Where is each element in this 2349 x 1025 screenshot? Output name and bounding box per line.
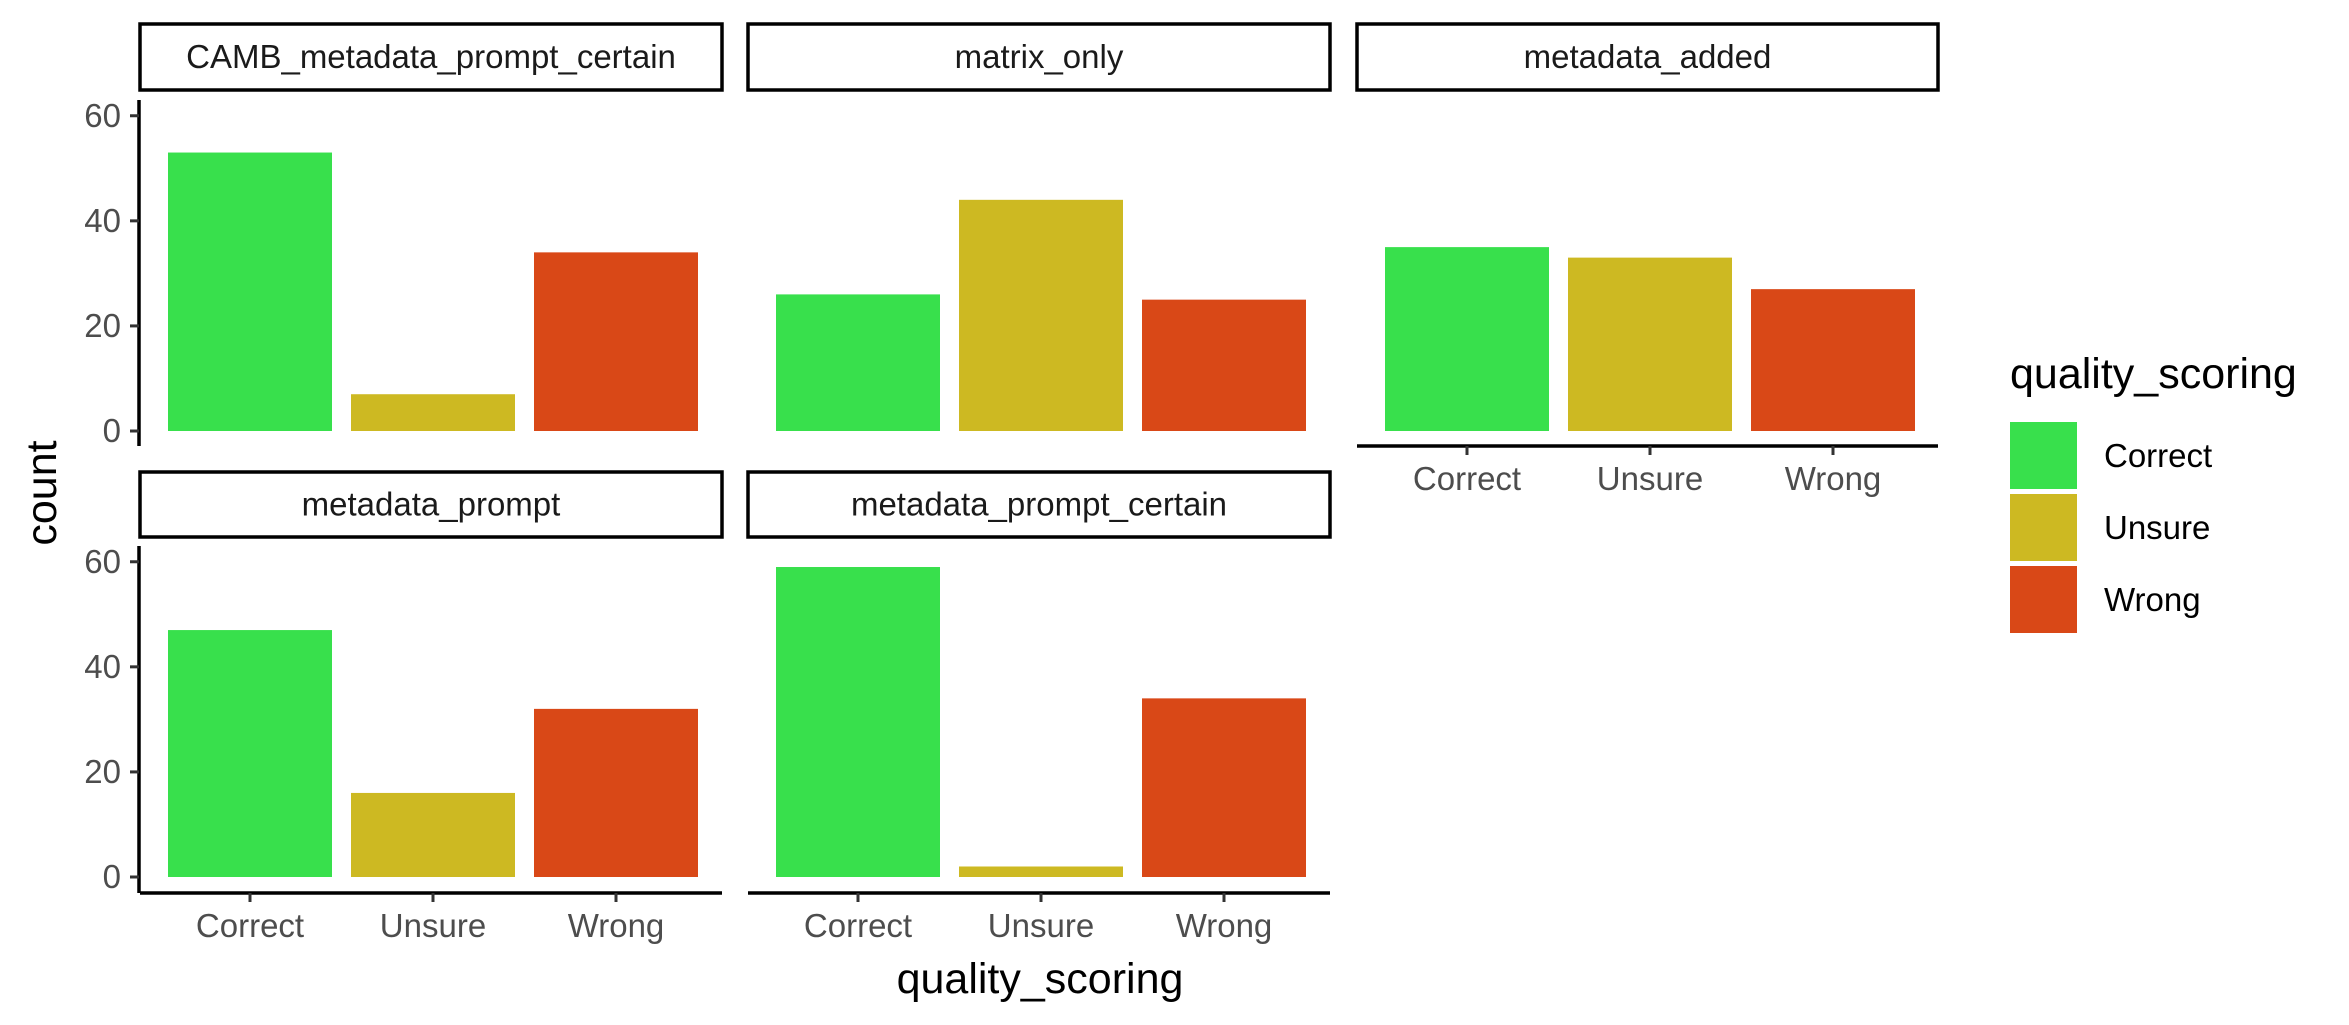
facet-strip-label: metadata_added xyxy=(1524,38,1772,75)
facet-strip xyxy=(1355,22,1940,92)
legend-key-unsure xyxy=(2010,494,2077,561)
y-tick-label: 60 xyxy=(84,543,121,580)
bar-unsure xyxy=(351,792,515,877)
facet-strip xyxy=(746,22,1332,92)
x-tick-label: Wrong xyxy=(1176,907,1273,944)
bar-correct xyxy=(168,152,332,432)
facet-strip xyxy=(138,22,724,92)
x-tick-label: Unsure xyxy=(380,907,486,944)
x-tick-label: Correct xyxy=(804,907,912,944)
bar-unsure xyxy=(959,199,1123,431)
bar-correct xyxy=(776,294,940,431)
legend-label: Wrong xyxy=(2104,581,2201,618)
x-tick-label: Unsure xyxy=(1597,460,1703,497)
x-tick-label: Correct xyxy=(1413,460,1521,497)
bar-wrong xyxy=(1142,698,1306,877)
y-axis-title: count xyxy=(18,440,66,545)
facet-strip xyxy=(138,470,724,539)
facet-strip-label: CAMB_metadata_prompt_certain xyxy=(186,38,676,75)
legend-key-wrong xyxy=(2010,566,2077,633)
x-tick-label: Correct xyxy=(196,907,304,944)
bar-wrong xyxy=(534,708,698,877)
bar-correct xyxy=(776,567,940,877)
y-tick-label: 40 xyxy=(84,648,121,685)
legend-label: Unsure xyxy=(2104,509,2210,546)
facet-strip-label: matrix_only xyxy=(955,38,1124,75)
facet-strip-label: metadata_prompt_certain xyxy=(851,486,1227,523)
bar-wrong xyxy=(534,252,698,431)
bar-unsure xyxy=(1568,257,1732,431)
bar-wrong xyxy=(1751,289,1915,431)
x-tick-label: Unsure xyxy=(988,907,1094,944)
facet-strip xyxy=(746,470,1332,539)
y-tick-label: 40 xyxy=(84,202,121,239)
legend-label: Correct xyxy=(2104,437,2212,474)
y-tick-label: 60 xyxy=(84,97,121,134)
x-axis-title: quality_scoring xyxy=(897,955,1184,1003)
facet-strip-label: metadata_prompt xyxy=(302,486,561,523)
x-tick-label: Wrong xyxy=(1785,460,1882,497)
bar-correct xyxy=(168,630,332,877)
bar-unsure xyxy=(959,866,1123,877)
legend-key-correct xyxy=(2010,422,2077,489)
y-tick-label: 20 xyxy=(84,307,121,344)
bar-wrong xyxy=(1142,299,1306,431)
y-tick-label: 20 xyxy=(84,753,121,790)
bar-correct xyxy=(1385,247,1549,431)
legend-title: quality_scoring xyxy=(2010,350,2297,398)
x-tick-label: Wrong xyxy=(568,907,665,944)
y-tick-label: 0 xyxy=(103,858,121,895)
y-tick-label: 0 xyxy=(103,412,121,449)
bar-unsure xyxy=(351,394,515,431)
